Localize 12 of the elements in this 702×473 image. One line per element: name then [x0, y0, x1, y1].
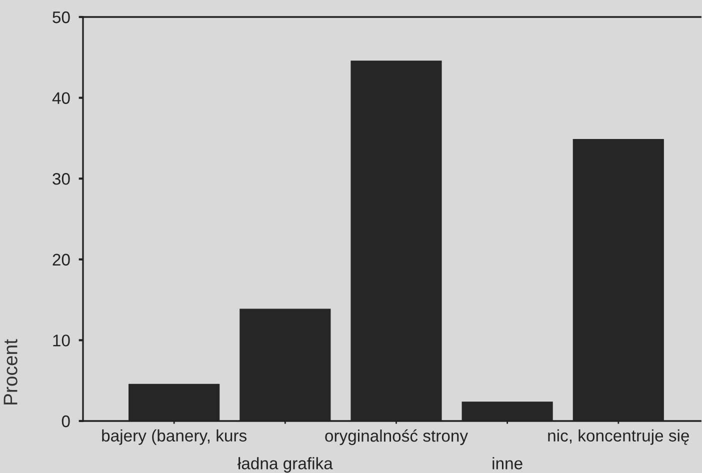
y-tick-label: 50 [52, 11, 70, 24]
y-axis-title: Procent [4, 339, 18, 404]
x-tick-label: oryginalność strony [325, 429, 468, 446]
x-tick-label: bajery (banery, kurs [102, 429, 247, 445]
x-tick-label: ładna grafika [238, 457, 333, 473]
x-tick-label: nic, koncentruje się [548, 429, 689, 445]
x-tick-label: inne [492, 457, 522, 470]
y-tick-label: 30 [52, 173, 70, 185]
y-tick-label: 10 [53, 334, 70, 346]
y-tick-label: 40 [52, 92, 70, 104]
y-tick-label: 20 [52, 254, 70, 266]
y-tick-label: 0 [62, 415, 70, 428]
